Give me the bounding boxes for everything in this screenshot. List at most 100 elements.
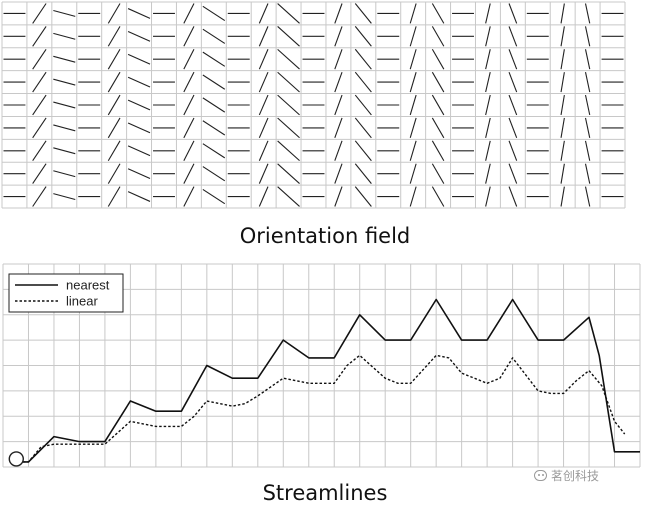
- orientation-segment: [202, 5, 226, 22]
- orientation-grid: [1, 1, 626, 209]
- orientation-segment: [183, 186, 195, 207]
- orientation-segment: [584, 72, 591, 93]
- orientation-segment: [334, 186, 343, 207]
- orientation-segment: [183, 140, 195, 161]
- orientation-segment: [32, 3, 47, 24]
- orientation-segment: [202, 188, 226, 205]
- orientation-segment: [409, 26, 417, 47]
- orientation-segment: [53, 55, 76, 63]
- orientation-segment: [183, 163, 195, 184]
- orientation-segment: [32, 163, 47, 184]
- watermark-text: 茗创科技: [551, 469, 600, 483]
- orientation-segment: [431, 3, 445, 24]
- orientation-segment: [183, 94, 195, 116]
- orientation-segment: [485, 3, 491, 24]
- orientation-segment: [354, 94, 372, 116]
- orientation-segment: [354, 186, 372, 207]
- orientation-segment: [584, 3, 591, 24]
- orientation-segment: [431, 94, 445, 116]
- orientation-segment: [127, 145, 151, 157]
- orientation-segment: [127, 168, 151, 180]
- orientation-segment: [584, 49, 591, 70]
- orientation-segment: [485, 186, 491, 207]
- orientation-segment: [354, 3, 372, 24]
- orientation-segment: [508, 49, 518, 70]
- orientation-segment: [508, 117, 518, 139]
- orientation-segment: [277, 163, 300, 184]
- orientation-field-panel: [1, 1, 626, 209]
- orientation-segment: [334, 49, 343, 70]
- orientation-segment: [409, 163, 417, 184]
- orientation-segment: [258, 94, 269, 116]
- orientation-segment: [32, 48, 47, 70]
- orientation-segment: [508, 94, 518, 116]
- orientation-segment: [107, 163, 121, 184]
- orientation-segment: [107, 3, 121, 24]
- orientation-segment: [409, 49, 417, 70]
- orientation-segment: [409, 72, 417, 93]
- orientation-segment: [584, 117, 591, 138]
- streamline-linear: [18, 354, 626, 463]
- orientation-segment: [485, 49, 491, 70]
- legend-box: [8, 273, 124, 313]
- orientation-segment: [431, 163, 445, 184]
- orientation-segment: [409, 3, 417, 24]
- orientation-segment: [431, 117, 445, 139]
- orientation-segment: [258, 3, 269, 24]
- orientation-segment: [354, 140, 372, 162]
- orientation-segment: [107, 140, 121, 162]
- orientation-segment: [127, 99, 151, 111]
- orientation-segment: [32, 26, 47, 47]
- orientation-segment: [431, 26, 445, 47]
- orientation-segment: [508, 71, 518, 93]
- orientation-segment: [32, 117, 47, 139]
- orientation-segment: [485, 163, 491, 184]
- orientation-segment: [277, 26, 300, 47]
- orientation-segment: [354, 163, 372, 184]
- orientation-segment: [431, 49, 445, 70]
- orientation-segment: [560, 163, 565, 184]
- legend-label-nearest: nearest: [66, 278, 110, 293]
- orientation-segment: [53, 9, 76, 17]
- streamlines-caption: Streamlines: [262, 481, 388, 505]
- orientation-segment: [202, 143, 226, 159]
- orientation-segment: [107, 117, 121, 139]
- orientation-segment: [334, 3, 343, 24]
- orientation-segment: [258, 26, 269, 47]
- orientation-segment: [409, 94, 417, 116]
- orientation-segment: [584, 26, 591, 47]
- orientation-segment: [277, 71, 300, 93]
- orientation-segment: [32, 140, 47, 162]
- orientation-segment: [53, 170, 76, 178]
- orientation-segment: [127, 191, 151, 202]
- orientation-segment: [258, 140, 269, 161]
- orientation-segment: [560, 186, 565, 207]
- orientation-segment: [183, 71, 195, 93]
- orientation-segment: [127, 122, 151, 134]
- orientation-segment: [202, 97, 226, 113]
- orientation-segment: [183, 49, 195, 70]
- orientation-segment: [485, 26, 491, 47]
- orientation-segment: [584, 94, 591, 116]
- orientation-segment: [202, 74, 226, 90]
- orientation-segment: [277, 48, 300, 70]
- orientation-segment: [277, 140, 300, 162]
- orientation-segment: [560, 49, 565, 70]
- orientation-segment: [277, 3, 300, 24]
- orientation-segment: [485, 117, 491, 138]
- orientation-segment: [127, 30, 151, 42]
- orientation-segment: [334, 140, 343, 161]
- orientation-segment: [127, 53, 151, 65]
- legend-label-linear: linear: [66, 294, 98, 309]
- orientation-segment: [354, 71, 372, 93]
- orientation-segment: [409, 117, 417, 138]
- orientation-segment: [409, 186, 417, 207]
- orientation-segment: [258, 71, 269, 93]
- orientation-segment: [584, 186, 591, 207]
- orientation-segment: [202, 166, 226, 182]
- orientation-segment: [107, 48, 121, 70]
- orientation-segment: [508, 140, 518, 161]
- orientation-segment: [354, 26, 372, 47]
- orientation-segment: [485, 140, 491, 161]
